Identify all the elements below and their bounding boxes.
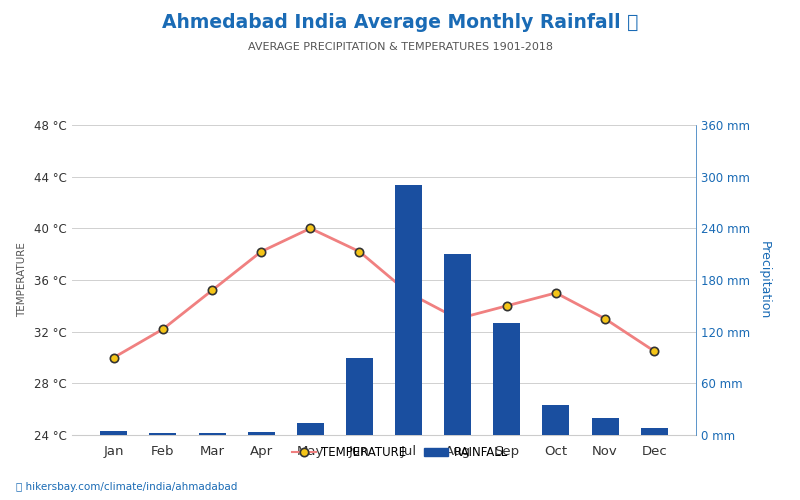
Bar xyxy=(591,418,618,435)
Bar xyxy=(395,186,422,435)
Bar xyxy=(297,423,324,435)
Bar xyxy=(444,254,471,435)
Y-axis label: TEMPERATURE: TEMPERATURE xyxy=(18,242,27,318)
Bar xyxy=(100,430,127,435)
Bar xyxy=(150,434,177,435)
Y-axis label: Precipitation: Precipitation xyxy=(758,241,771,319)
Text: AVERAGE PRECIPITATION & TEMPERATURES 1901-2018: AVERAGE PRECIPITATION & TEMPERATURES 190… xyxy=(247,42,553,52)
Bar xyxy=(494,323,520,435)
Bar xyxy=(641,428,668,435)
Bar xyxy=(542,405,570,435)
Legend: TEMPERATURE, RAINFALL: TEMPERATURE, RAINFALL xyxy=(287,442,513,464)
Text: 📍 hikersbay.com/climate/india/ahmadabad: 📍 hikersbay.com/climate/india/ahmadabad xyxy=(16,482,238,492)
Text: Ahmedabad India Average Monthly Rainfall ⛈: Ahmedabad India Average Monthly Rainfall… xyxy=(162,12,638,32)
Bar xyxy=(346,358,373,435)
Bar xyxy=(198,434,226,435)
Bar xyxy=(248,432,274,435)
